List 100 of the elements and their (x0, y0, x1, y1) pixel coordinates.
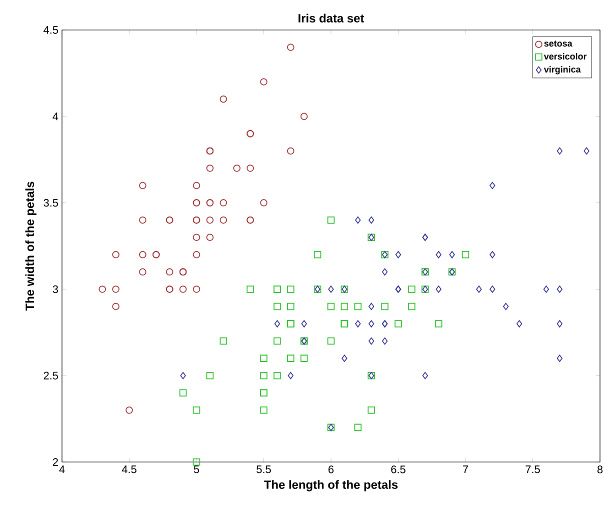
point (543, 286, 550, 293)
point (288, 372, 294, 380)
y-tick-label: 4 (52, 112, 58, 120)
point (287, 286, 294, 293)
point (287, 354, 294, 362)
point (220, 216, 228, 224)
point (342, 354, 348, 362)
point (503, 302, 509, 310)
point (408, 302, 416, 310)
point (220, 95, 228, 103)
point (112, 251, 120, 258)
point (368, 337, 374, 345)
point (192, 182, 200, 190)
point (274, 302, 281, 310)
point (139, 182, 146, 190)
point (355, 216, 361, 224)
point (139, 216, 146, 224)
point (422, 372, 428, 380)
point (516, 320, 522, 328)
point (368, 406, 375, 414)
point (449, 251, 455, 258)
point (179, 286, 187, 293)
point (556, 286, 562, 293)
point (584, 147, 590, 155)
point (192, 458, 200, 466)
point (233, 164, 240, 172)
point (327, 337, 335, 345)
point (112, 302, 120, 310)
point (260, 199, 268, 206)
y-tick-label: 3 (52, 285, 58, 294)
point (300, 354, 308, 362)
point (395, 251, 402, 258)
point (408, 286, 416, 293)
x-tick-label: 5 (194, 466, 200, 474)
point (382, 337, 388, 345)
point (436, 251, 442, 258)
point (192, 286, 200, 293)
point (260, 406, 268, 414)
point (368, 320, 374, 328)
point (287, 302, 294, 310)
point (354, 424, 362, 432)
point (355, 320, 361, 328)
point (381, 302, 388, 310)
x-tick-label: 8 (597, 466, 603, 474)
point (354, 302, 362, 310)
x-tick-label: 6 (328, 466, 334, 474)
point (434, 320, 442, 328)
point (556, 147, 562, 155)
point (436, 286, 442, 293)
y-tick-label: 4.5 (43, 26, 58, 34)
point (166, 268, 174, 276)
chart-title: Iris data set (298, 14, 364, 22)
point (126, 406, 133, 414)
point (274, 372, 281, 380)
x-tick-label: 6.5 (391, 466, 406, 474)
point (301, 320, 307, 328)
point (476, 286, 482, 293)
point (368, 302, 374, 310)
point (260, 372, 268, 380)
point (112, 286, 120, 293)
x-tick-label: 5.5 (256, 466, 271, 474)
point (368, 216, 374, 224)
y-tick-label: 3.5 (44, 198, 58, 207)
point (328, 286, 334, 293)
point (556, 320, 562, 328)
point (220, 199, 228, 206)
point (206, 216, 214, 224)
point (246, 164, 254, 172)
x-axis-title: The length of the petals (264, 480, 398, 492)
point (490, 182, 496, 190)
point (556, 354, 562, 362)
point (490, 251, 496, 258)
point (206, 164, 214, 172)
point (394, 320, 402, 328)
point (192, 251, 200, 258)
point (206, 234, 214, 241)
point (274, 337, 281, 345)
point (327, 216, 335, 224)
point (260, 354, 268, 362)
point (314, 251, 322, 258)
y-tick-label: 2 (52, 458, 58, 466)
y-axis-title: The width of the petals (25, 182, 36, 311)
point (192, 406, 200, 414)
point (462, 251, 470, 258)
legend-label: setosa (544, 40, 572, 47)
point (220, 337, 228, 345)
point (139, 268, 146, 276)
x-tick-label: 4 (59, 466, 65, 474)
x-tick-label: 4.5 (122, 466, 136, 474)
legend-label: versicolor (544, 52, 587, 60)
point (180, 372, 186, 380)
point (139, 251, 146, 258)
point (490, 286, 496, 293)
x-tick-label: 7.5 (526, 466, 540, 474)
point (98, 286, 106, 293)
point (246, 286, 254, 293)
point (287, 147, 294, 155)
point (179, 389, 187, 397)
point (287, 44, 294, 51)
point (382, 268, 388, 276)
